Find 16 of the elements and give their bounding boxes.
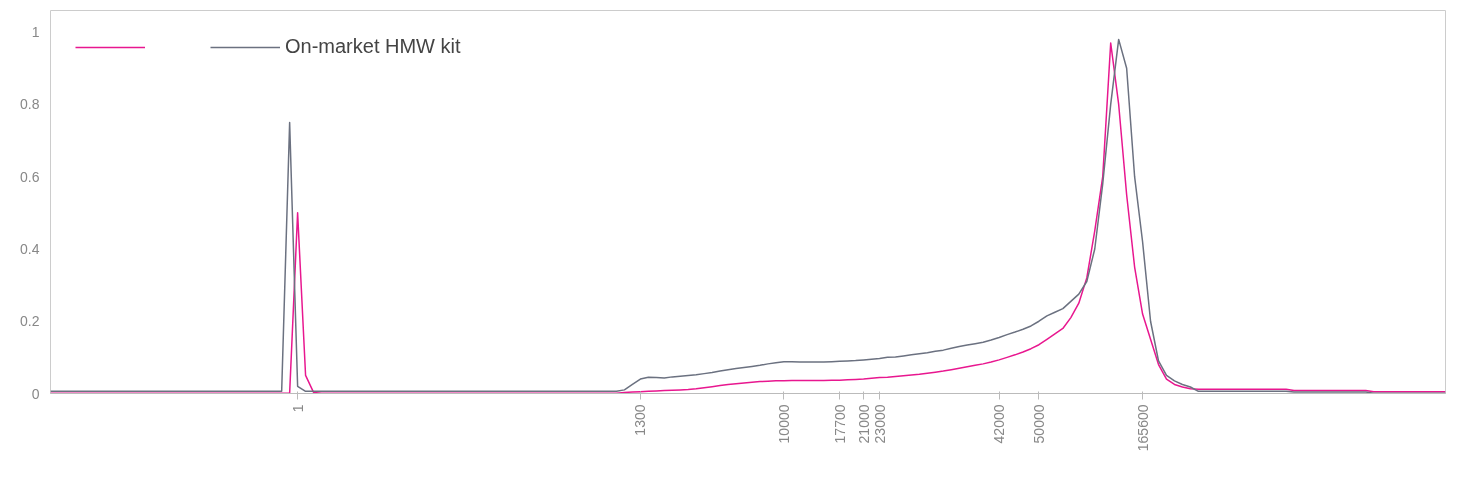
x-tick-label: 21000: [855, 404, 872, 444]
x-tick-label: 10000: [775, 404, 792, 444]
x-tick-label: 23000: [871, 404, 888, 444]
x-tick-label: 17700: [831, 404, 848, 444]
y-tick-label: 1: [31, 24, 40, 41]
x-tick-label: 165600: [1134, 404, 1151, 452]
x-tick-label: 1: [289, 404, 306, 413]
legend-label: On-market HMW kit: [285, 35, 461, 58]
y-tick-label: 0.8: [20, 96, 40, 113]
y-tick-label: 0.2: [20, 313, 40, 330]
y-tick-label: 0.6: [20, 168, 40, 185]
x-tick-label: 1300: [632, 404, 649, 436]
y-tick-label: 0: [31, 385, 40, 402]
y-tick-label: 0.4: [20, 240, 40, 257]
x-tick-label: 42000: [991, 404, 1008, 444]
x-tick-label: 50000: [1030, 404, 1047, 444]
